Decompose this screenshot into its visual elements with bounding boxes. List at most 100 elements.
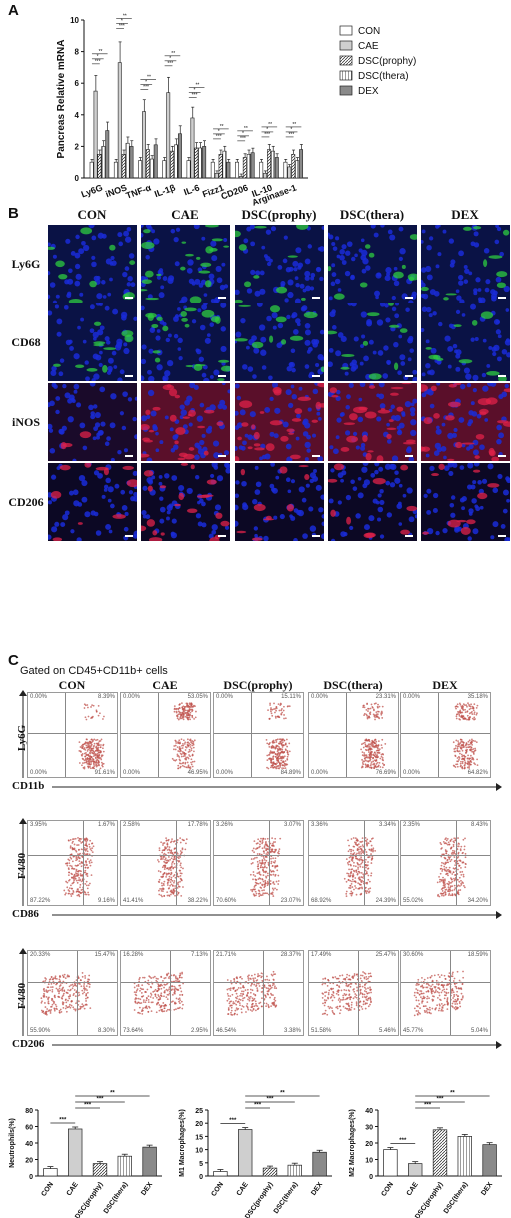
- event-dot: [150, 1010, 153, 1013]
- event-dot: [43, 987, 45, 990]
- event-dot: [262, 855, 265, 858]
- event-dot: [78, 860, 81, 863]
- event-dot: [236, 997, 238, 1000]
- event-dot: [98, 756, 101, 759]
- nucleus: [470, 337, 475, 342]
- nucleus: [304, 275, 310, 281]
- event-dot: [95, 765, 98, 768]
- event-dot: [92, 766, 95, 769]
- nucleus: [284, 298, 289, 303]
- event-dot: [58, 996, 61, 999]
- stain: [400, 464, 409, 471]
- event-dot: [445, 850, 447, 853]
- nucleus: [97, 232, 104, 239]
- nucleus: [468, 443, 474, 450]
- quadrant-gate-vertical: [269, 821, 271, 905]
- stain: [472, 469, 481, 473]
- event-dot: [89, 839, 92, 842]
- event-dot: [180, 872, 183, 875]
- nucleus: [330, 468, 335, 473]
- stain: [269, 305, 281, 313]
- event-dot: [157, 978, 159, 980]
- event-dot: [376, 754, 379, 756]
- event-dot: [254, 856, 256, 859]
- event-dot: [276, 759, 278, 762]
- event-dot: [449, 889, 452, 892]
- stain: [488, 255, 503, 259]
- nucleus: [187, 259, 194, 266]
- event-dot: [162, 872, 165, 875]
- event-dot: [345, 892, 348, 895]
- event-dot: [77, 888, 79, 891]
- event-dot: [89, 745, 92, 748]
- nucleus: [203, 377, 210, 381]
- scale-bar: [218, 375, 226, 377]
- event-dot: [93, 763, 95, 766]
- event-dot: [281, 764, 284, 767]
- tissue-background: [141, 383, 230, 461]
- event-dot: [183, 751, 186, 754]
- event-dot: [288, 750, 291, 753]
- event-dot: [184, 705, 186, 708]
- nucleus: [261, 365, 267, 370]
- event-dot: [472, 748, 475, 750]
- nucleus: [350, 479, 355, 485]
- event-dot: [458, 864, 461, 867]
- event-dot: [183, 708, 186, 710]
- nucleus: [194, 454, 200, 460]
- significance-label: ***: [264, 132, 270, 138]
- event-dot: [184, 715, 187, 718]
- event-dot: [281, 739, 284, 741]
- event-dot: [283, 739, 286, 742]
- event-dot: [72, 985, 75, 988]
- event-dot: [84, 869, 87, 872]
- event-dot: [368, 756, 371, 758]
- nucleus: [477, 480, 482, 485]
- event-dot: [80, 979, 82, 982]
- event-dot: [462, 743, 465, 746]
- event-dot: [454, 747, 457, 750]
- nucleus: [362, 483, 368, 489]
- event-dot: [264, 885, 267, 888]
- nucleus: [92, 436, 97, 441]
- nucleus: [447, 345, 454, 352]
- event-dot: [265, 996, 267, 998]
- nucleus: [374, 469, 379, 475]
- quadrant-gate-horizontal: [28, 982, 117, 984]
- event-dot: [277, 761, 280, 764]
- nucleus: [348, 383, 354, 388]
- quadrant-ur: 17.78%: [187, 822, 208, 828]
- nucleus: [465, 373, 472, 380]
- event-dot: [98, 740, 101, 743]
- event-dot: [457, 710, 459, 713]
- event-dot: [70, 884, 72, 887]
- event-dot: [79, 883, 82, 886]
- event-dot: [90, 717, 92, 720]
- event-dot: [270, 870, 273, 873]
- event-dot: [438, 880, 441, 883]
- nucleus: [380, 225, 385, 228]
- event-dot: [468, 718, 470, 720]
- nucleus: [452, 463, 458, 468]
- nucleus: [158, 292, 165, 299]
- event-dot: [49, 1012, 52, 1014]
- event-dot: [165, 873, 168, 876]
- event-dot: [186, 738, 189, 741]
- nucleus: [119, 411, 124, 416]
- stain: [443, 297, 449, 301]
- nucleus: [48, 294, 51, 300]
- event-dot: [92, 704, 95, 707]
- quadrant-ll: 55.90%: [30, 1028, 51, 1034]
- event-dot: [454, 864, 457, 866]
- nucleus: [490, 535, 495, 540]
- event-dot: [86, 762, 89, 765]
- event-dot: [350, 871, 352, 874]
- nucleus: [250, 241, 256, 247]
- event-dot: [178, 713, 181, 715]
- nucleus: [398, 226, 404, 232]
- event-dot: [453, 765, 456, 767]
- significance-label: **: [244, 126, 248, 132]
- event-dot: [83, 703, 86, 706]
- event-dot: [146, 988, 149, 991]
- event-dot: [347, 839, 349, 842]
